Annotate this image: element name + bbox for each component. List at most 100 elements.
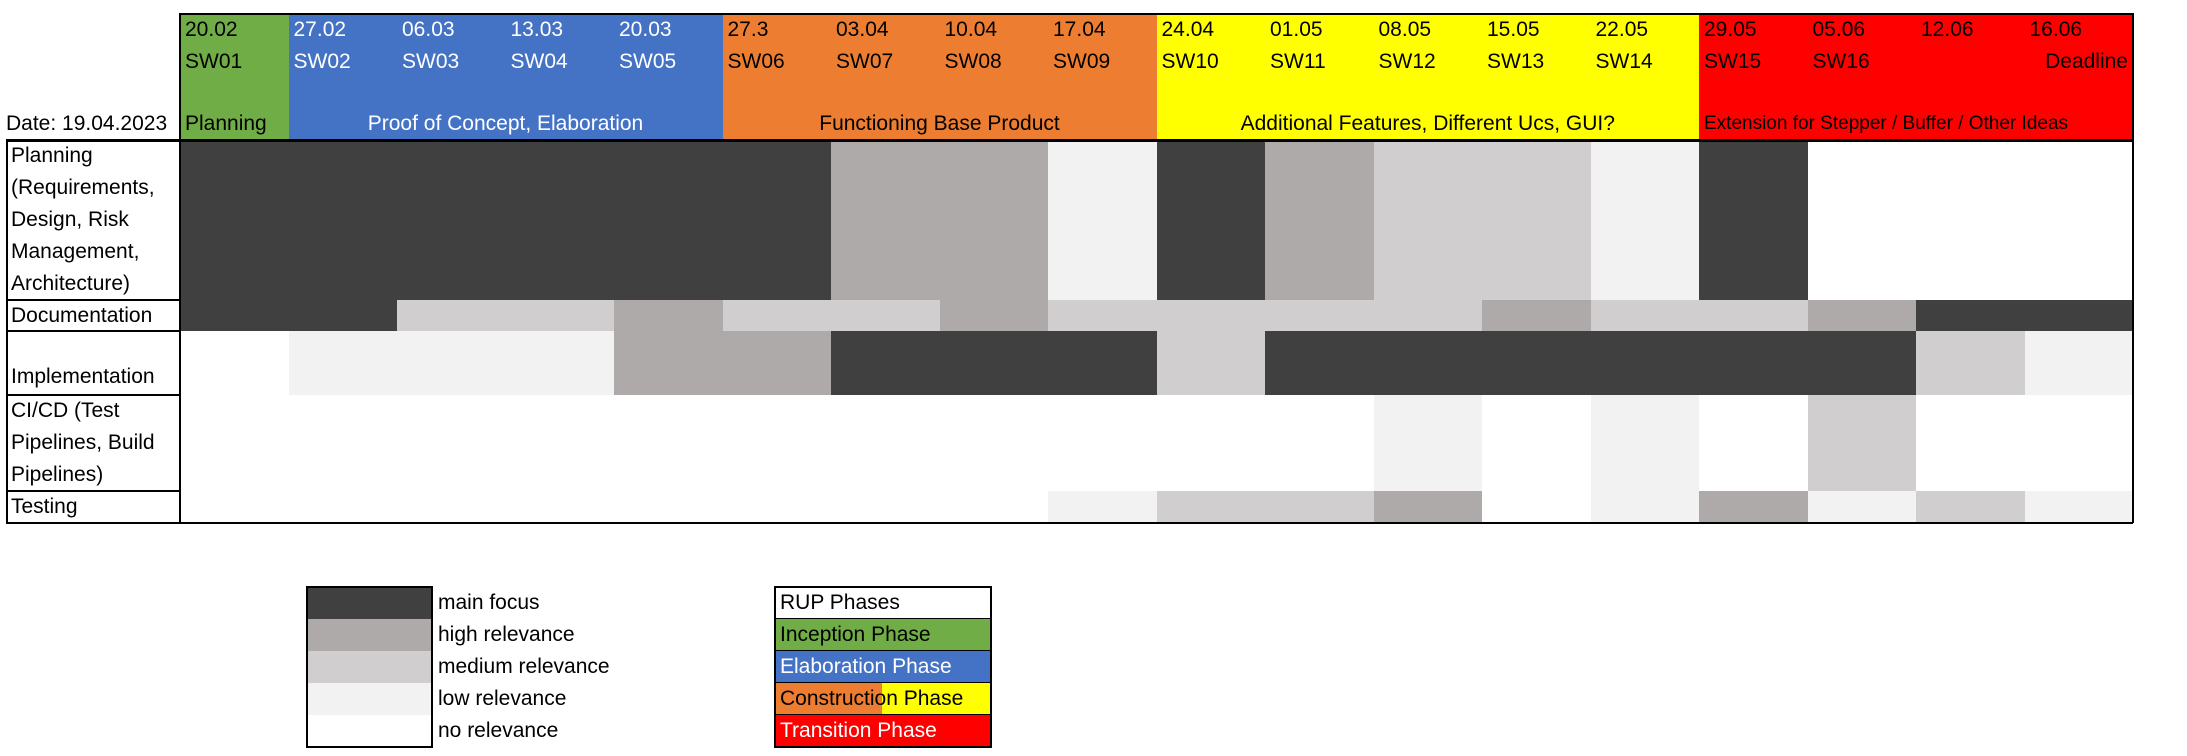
- heatmap-cell: [831, 331, 940, 395]
- row-divider: [6, 330, 180, 332]
- heatmap-cell: [939, 300, 1049, 331]
- heatmap-cell: [2024, 140, 2134, 300]
- heatmap-cell: [288, 331, 398, 395]
- heatmap-cell: [1048, 331, 1157, 395]
- heatmap-cell: [1699, 395, 1808, 491]
- heatmap-cell: [1265, 140, 1374, 300]
- week-date: 12.06: [1921, 18, 1974, 41]
- heatmap-cell: [614, 140, 723, 300]
- heatmap-cell: [505, 331, 615, 395]
- heatmap-cell: [1156, 140, 1266, 300]
- relevance-legend-border: [306, 586, 433, 748]
- week-header-cell: [1807, 14, 1917, 140]
- heatmap-cell: [1373, 331, 1483, 395]
- phase-legend-divider: [775, 650, 991, 651]
- week-header-cell: [397, 14, 506, 140]
- week-label: SW06: [727, 50, 785, 73]
- heatmap-cell: [1807, 331, 1917, 395]
- heatmap-cell: [1156, 331, 1266, 395]
- week-header-cell: [1373, 14, 1483, 140]
- relevance-legend-swatch: [307, 683, 432, 715]
- week-date: 03.04: [836, 18, 889, 41]
- week-header-cell: [1699, 14, 1808, 140]
- week-label: SW15: [1704, 50, 1762, 73]
- week-label: SW03: [402, 50, 460, 73]
- heatmap-cell: [180, 300, 289, 331]
- week-label: SW07: [836, 50, 894, 73]
- heatmap-cell: [1048, 395, 1157, 491]
- phase-legend-divider: [775, 714, 991, 715]
- relevance-legend-label: high relevance: [438, 623, 575, 646]
- heatmap-cell: [1916, 491, 2025, 523]
- week-label: SW01: [185, 50, 243, 73]
- phase-banner: Planning: [185, 112, 267, 135]
- heatmap-cell: [1373, 395, 1483, 491]
- relevance-legend-label: no relevance: [438, 719, 559, 742]
- week-date: 13.03: [510, 18, 564, 41]
- heatmap-cell: [939, 331, 1049, 395]
- week-date: 15.05: [1487, 18, 1540, 41]
- heatmap-cell: [1807, 395, 1917, 491]
- phase-legend-swatch: [882, 683, 991, 715]
- week-date: 01.05: [1270, 18, 1323, 41]
- label-column-border: [179, 13, 181, 523]
- heatmap-cell: [1265, 395, 1374, 491]
- heatmap-cell: [1482, 300, 1591, 331]
- phase-legend-label: Inception Phase: [780, 623, 931, 646]
- week-date: 24.04: [1161, 18, 1215, 41]
- heatmap-cell: [1156, 395, 1266, 491]
- week-date: 20.03: [619, 18, 672, 41]
- header-top-border: [180, 13, 2133, 15]
- week-date: 10.04: [944, 18, 998, 41]
- relevance-legend-swatch: [307, 715, 432, 747]
- week-label: SW09: [1053, 50, 1111, 73]
- heatmap-cell: [1482, 331, 1591, 395]
- heatmap-cell: [1590, 491, 1700, 523]
- week-label: Deadline: [2045, 50, 2128, 73]
- heatmap-cell: [1265, 331, 1374, 395]
- week-date: 27.02: [293, 18, 347, 41]
- heatmap-cell: [722, 140, 832, 300]
- phase-legend-label: Construction Phase: [780, 687, 964, 710]
- heatmap-cell: [614, 331, 723, 395]
- phase-legend-label: Elaboration Phase: [780, 655, 952, 678]
- week-date: 06.03: [402, 18, 455, 41]
- heatmap-cell: [1699, 140, 1808, 300]
- heatmap-cell: [939, 491, 1049, 523]
- row-divider: [6, 490, 180, 492]
- heatmap-cell: [288, 491, 398, 523]
- relevance-legend-label: main focus: [438, 591, 540, 614]
- table-bottom-border: [6, 522, 2133, 524]
- week-date: 16.06: [2029, 18, 2083, 41]
- heatmap-cell: [831, 300, 940, 331]
- week-label: SW11: [1270, 50, 1326, 73]
- week-header-cell: [1482, 14, 1591, 140]
- task-label: Planning (Requirements, Design, Risk Man…: [11, 144, 155, 295]
- heatmap-cell: [1590, 140, 1700, 300]
- heatmap-cell: [397, 331, 506, 395]
- heatmap-cell: [614, 395, 723, 491]
- heatmap-cell: [288, 395, 398, 491]
- heatmap-cell: [180, 395, 289, 491]
- week-label: SW13: [1487, 50, 1545, 73]
- week-label: SW04: [510, 50, 568, 73]
- week-header-cell: [722, 14, 832, 140]
- heatmap-cell: [505, 395, 615, 491]
- task-label: CI/CD (Test Pipelines, Build Pipelines): [11, 399, 155, 486]
- phase-legend-swatch: [775, 715, 991, 747]
- heatmap-cell: [505, 491, 615, 523]
- week-header-cell: [1048, 14, 1157, 140]
- heatmap-cell: [1482, 491, 1591, 523]
- phase-legend-swatch: [775, 651, 991, 683]
- phase-legend-label: Transition Phase: [780, 719, 937, 742]
- week-header-cell: [180, 14, 289, 140]
- heatmap-cell: [1373, 491, 1483, 523]
- phase-banner: Functioning Base Product: [819, 112, 1060, 135]
- heatmap-cell: [939, 140, 1049, 300]
- heatmap-cell: [1048, 491, 1157, 523]
- heatmap-cell: [722, 395, 832, 491]
- relevance-legend-swatch: [307, 587, 432, 619]
- heatmap-cell: [722, 491, 832, 523]
- heatmap-cell: [831, 140, 940, 300]
- relevance-legend-label: low relevance: [438, 687, 567, 710]
